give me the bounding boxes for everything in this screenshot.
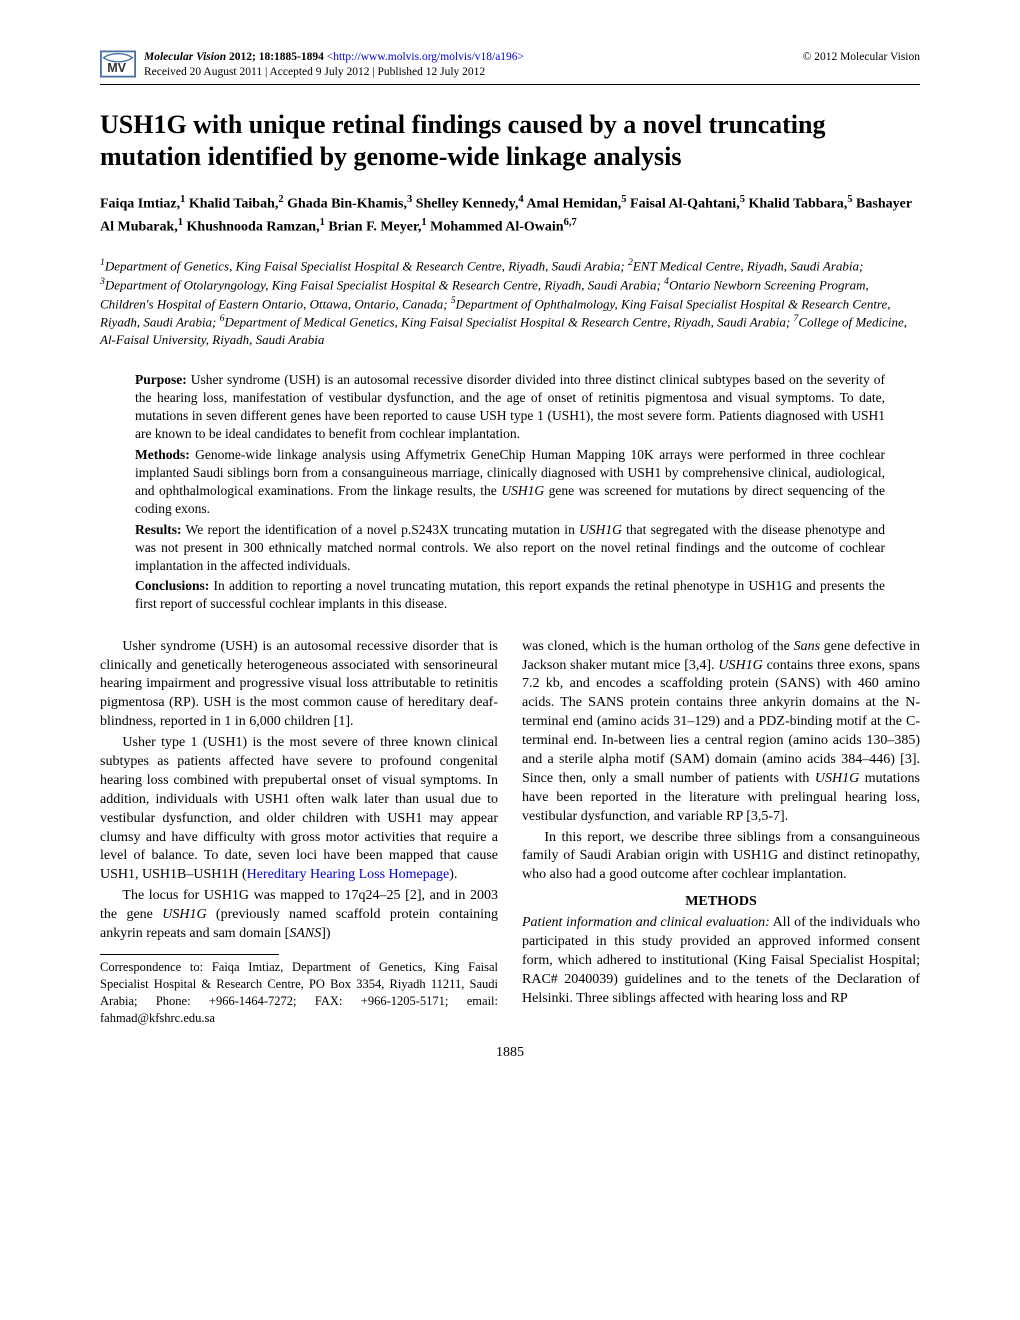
- hereditary-hearing-link[interactable]: Hereditary Hearing Loss Homepage: [247, 867, 450, 882]
- received-dates: Received 20 August 2011 | Accepted 9 Jul…: [144, 66, 485, 78]
- methods-p1: Patient information and clinical evaluat…: [522, 914, 920, 1008]
- abstract-purpose-text: Usher syndrome (USH) is an autosomal rec…: [135, 372, 885, 442]
- journal-name: Molecular Vision: [144, 51, 226, 63]
- header-citation: Molecular Vision 2012; 18:1885-1894 <htt…: [144, 50, 783, 80]
- journal-year-vol: 2012; 18:1885-1894: [229, 51, 327, 63]
- intro-p3: The locus for USH1G was mapped to 17q24–…: [100, 887, 498, 944]
- body-columns: Usher syndrome (USH) is an autosomal rec…: [100, 638, 920, 1027]
- abstract-conclusions-text: In addition to reporting a novel truncat…: [135, 578, 885, 611]
- page-number: 1885: [100, 1044, 920, 1063]
- abstract-methods: Methods: Genome-wide linkage analysis us…: [135, 446, 885, 519]
- methods-subhead: Patient information and clinical evaluat…: [522, 915, 770, 930]
- abstract-results: Results: We report the identification of…: [135, 521, 885, 576]
- abstract-purpose-label: Purpose:: [135, 372, 187, 387]
- author-list: Faiqa Imtiaz,1 Khalid Taibah,2 Ghada Bin…: [100, 192, 920, 238]
- intro-p1: Usher syndrome (USH) is an autosomal rec…: [100, 638, 498, 732]
- abstract-purpose: Purpose: Usher syndrome (USH) is an auto…: [135, 371, 885, 444]
- page-header: MV Molecular Vision 2012; 18:1885-1894 <…: [100, 50, 920, 85]
- methods-heading: METHODS: [522, 893, 920, 912]
- abstract-conclusions-label: Conclusions:: [135, 578, 209, 593]
- journal-logo-icon: MV: [100, 50, 136, 78]
- abstract-block: Purpose: Usher syndrome (USH) is an auto…: [135, 371, 885, 614]
- intro-p2: Usher type 1 (USH1) is the most severe o…: [100, 734, 498, 885]
- copyright-text: © 2012 Molecular Vision: [783, 50, 920, 66]
- intro-p5: In this report, we describe three siblin…: [522, 829, 920, 886]
- affiliations: 1Department of Genetics, King Faisal Spe…: [100, 256, 920, 349]
- abstract-results-text: We report the identification of a novel …: [135, 522, 885, 573]
- correspondence-block: Correspondence to: Faiqa Imtiaz, Departm…: [100, 959, 498, 1027]
- abstract-methods-label: Methods:: [135, 447, 190, 462]
- correspondence-rule: [100, 954, 279, 955]
- svg-text:MV: MV: [107, 61, 126, 75]
- abstract-methods-text: Genome-wide linkage analysis using Affym…: [135, 447, 885, 517]
- abstract-conclusions: Conclusions: In addition to reporting a …: [135, 577, 885, 613]
- abstract-results-label: Results:: [135, 522, 182, 537]
- journal-url-link[interactable]: <http://www.molvis.org/molvis/v18/a196>: [327, 51, 524, 63]
- article-title: USH1G with unique retinal findings cause…: [100, 109, 920, 174]
- intro-p4: was cloned, which is the human ortholog …: [522, 638, 920, 827]
